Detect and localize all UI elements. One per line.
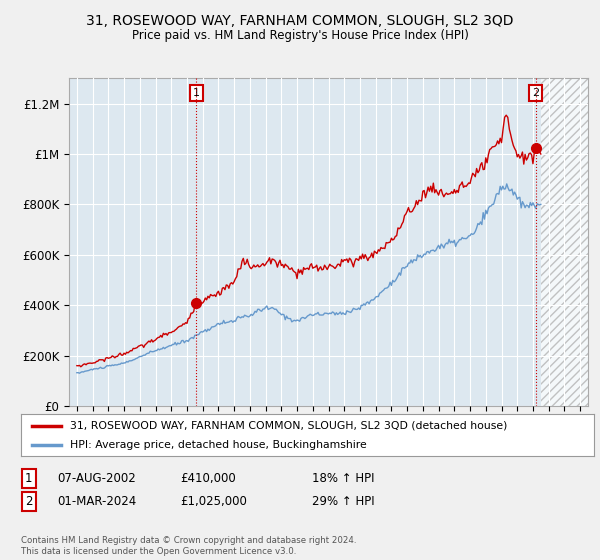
Text: 2: 2 <box>532 88 539 98</box>
Text: 18% ↑ HPI: 18% ↑ HPI <box>312 472 374 486</box>
Text: 1: 1 <box>193 88 200 98</box>
Text: 2: 2 <box>25 494 32 508</box>
Text: 31, ROSEWOOD WAY, FARNHAM COMMON, SLOUGH, SL2 3QD (detached house): 31, ROSEWOOD WAY, FARNHAM COMMON, SLOUGH… <box>70 421 507 431</box>
Bar <box>541 78 588 406</box>
Text: 31, ROSEWOOD WAY, FARNHAM COMMON, SLOUGH, SL2 3QD: 31, ROSEWOOD WAY, FARNHAM COMMON, SLOUGH… <box>86 14 514 28</box>
Text: £410,000: £410,000 <box>180 472 236 486</box>
Text: HPI: Average price, detached house, Buckinghamshire: HPI: Average price, detached house, Buck… <box>70 440 367 450</box>
Text: 01-MAR-2024: 01-MAR-2024 <box>57 494 136 508</box>
Text: £1,025,000: £1,025,000 <box>180 494 247 508</box>
Text: 29% ↑ HPI: 29% ↑ HPI <box>312 494 374 508</box>
Text: 1: 1 <box>25 472 32 486</box>
Text: Price paid vs. HM Land Registry's House Price Index (HPI): Price paid vs. HM Land Registry's House … <box>131 29 469 42</box>
Text: 07-AUG-2002: 07-AUG-2002 <box>57 472 136 486</box>
Text: Contains HM Land Registry data © Crown copyright and database right 2024.
This d: Contains HM Land Registry data © Crown c… <box>21 536 356 556</box>
